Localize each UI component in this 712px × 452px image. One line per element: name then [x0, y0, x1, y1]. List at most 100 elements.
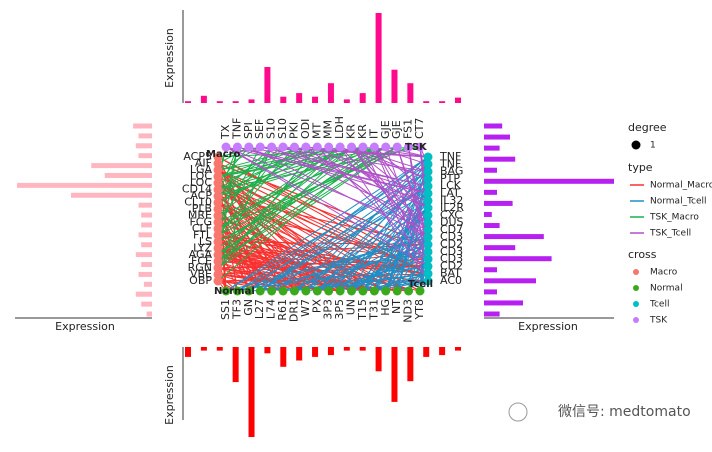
- node-label: LOC: [190, 176, 212, 189]
- node: [301, 142, 311, 152]
- bar: [484, 256, 552, 262]
- node-label: T15: [356, 299, 369, 321]
- node-label: IL32: [440, 194, 463, 207]
- bar: [343, 99, 350, 103]
- node-label: ACP: [190, 189, 212, 202]
- node: [335, 142, 345, 152]
- edge: [396, 178, 429, 292]
- bar: [484, 234, 544, 240]
- node: [423, 181, 433, 191]
- legend-label: 1: [650, 141, 656, 151]
- edge: [217, 169, 429, 253]
- node-label: W7: [299, 299, 312, 317]
- bar: [200, 95, 207, 103]
- bar: [138, 133, 152, 139]
- axis-title: Expression: [55, 320, 115, 333]
- node: [289, 142, 299, 152]
- bar: [296, 93, 303, 103]
- node-label: MT: [310, 123, 323, 139]
- edge: [217, 146, 375, 282]
- edge: [217, 146, 398, 262]
- node: [244, 286, 254, 296]
- bar: [484, 300, 523, 306]
- node: [289, 286, 299, 296]
- node-label: CD3: [440, 252, 463, 265]
- node: [415, 142, 425, 152]
- edge: [316, 171, 429, 292]
- bar: [423, 347, 430, 357]
- node: [423, 276, 433, 286]
- node-label: KR: [345, 124, 358, 139]
- bar: [327, 83, 334, 103]
- node-label: CD3: [440, 245, 463, 258]
- bar: [280, 96, 287, 103]
- node: [213, 224, 223, 234]
- bar: [407, 83, 414, 103]
- legend-key: [633, 269, 639, 275]
- node-label: CLF: [192, 222, 212, 235]
- bar: [484, 189, 497, 195]
- node: [312, 142, 322, 152]
- bar: [484, 289, 497, 295]
- node: [278, 286, 288, 296]
- bar: [135, 252, 152, 258]
- node: [404, 286, 414, 296]
- bar: [141, 222, 152, 228]
- node-label: PKI: [287, 122, 300, 139]
- node-label: KR: [356, 124, 369, 139]
- bar: [312, 96, 319, 103]
- node-label: FCG: [189, 215, 212, 228]
- edge: [225, 146, 429, 260]
- bar: [133, 123, 152, 129]
- bar: [343, 347, 350, 351]
- node-label: SS1: [219, 299, 232, 320]
- node: [358, 142, 368, 152]
- bar: [484, 311, 500, 317]
- node: [358, 286, 368, 296]
- node: [423, 247, 433, 257]
- bar: [141, 301, 152, 307]
- node-label: TNF: [439, 157, 461, 170]
- node: [423, 210, 433, 220]
- group-label: TSK: [405, 142, 428, 153]
- edge: [385, 229, 429, 292]
- bar: [135, 291, 152, 297]
- bar: [455, 347, 461, 351]
- edge: [373, 146, 429, 245]
- node: [423, 188, 433, 198]
- node: [213, 211, 223, 221]
- bar: [141, 262, 152, 268]
- edge: [305, 146, 429, 238]
- node-label: TX: [219, 124, 232, 140]
- node: [423, 254, 433, 264]
- node: [423, 269, 433, 279]
- edge: [225, 146, 429, 231]
- node-label: BAG: [440, 165, 463, 178]
- edge: [282, 146, 429, 209]
- node-label: CD2: [440, 238, 463, 251]
- bar: [141, 242, 152, 248]
- edge: [217, 146, 250, 184]
- bar: [248, 347, 255, 437]
- bar: [439, 347, 446, 356]
- node-label: CD14: [182, 183, 212, 196]
- node-label: AGA: [189, 248, 213, 261]
- node: [423, 240, 433, 250]
- node-label: VBE: [190, 267, 212, 280]
- bar: [484, 134, 510, 140]
- node-label: FCE: [191, 254, 212, 267]
- bar: [484, 145, 500, 151]
- edge: [362, 200, 429, 292]
- node: [213, 263, 223, 273]
- edge: [217, 146, 387, 243]
- node: [415, 286, 425, 296]
- bar: [375, 347, 382, 372]
- node-label: HG: [379, 299, 392, 316]
- edge: [217, 254, 341, 292]
- edge: [271, 146, 429, 173]
- edge: [217, 146, 250, 164]
- edge: [317, 258, 429, 292]
- bar: [359, 347, 366, 351]
- edge: [362, 207, 429, 292]
- node: [301, 286, 311, 296]
